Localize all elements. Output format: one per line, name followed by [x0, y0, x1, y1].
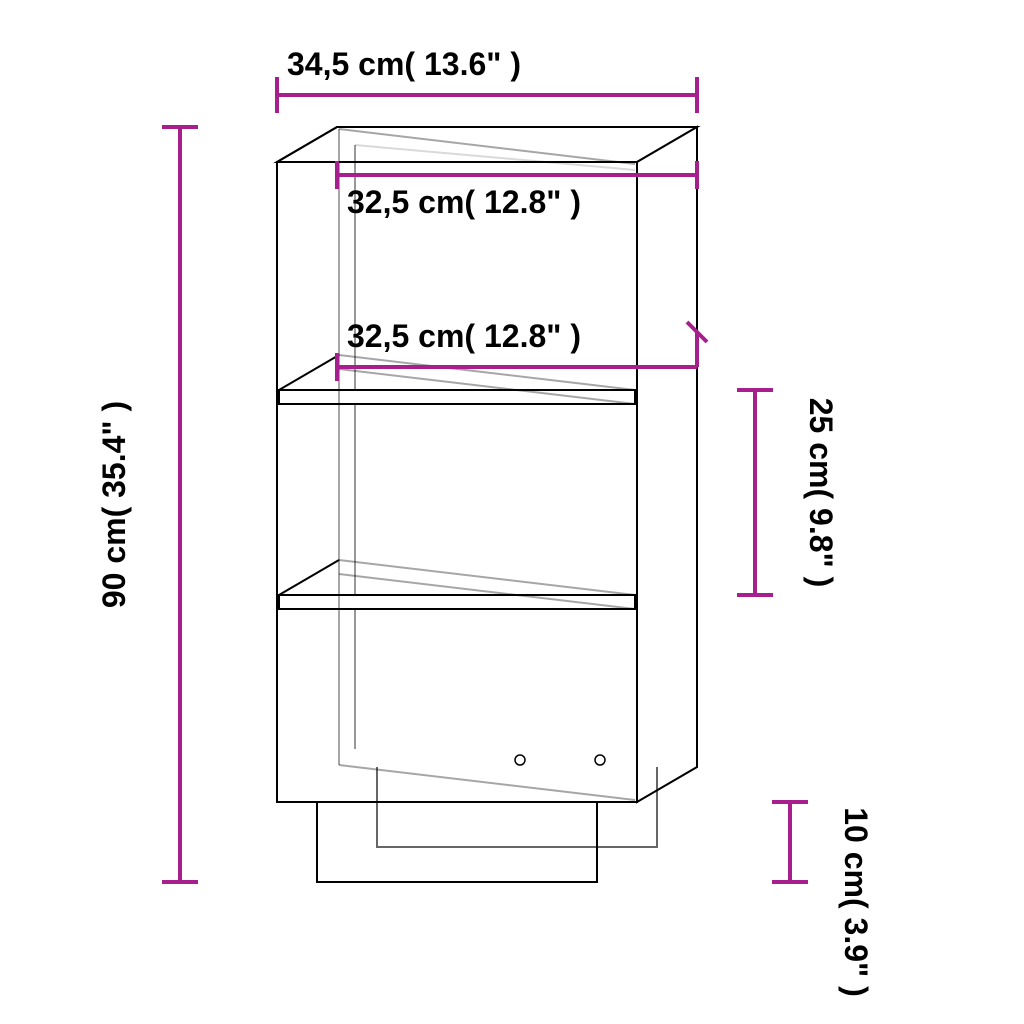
cabinet-drawing: [277, 127, 991, 882]
dimension-label: 32,5 cm( 12.8" ): [347, 318, 581, 354]
dimension-label: 25 cm( 9.8" ): [803, 398, 839, 587]
dimension-label: 10 cm( 3.9" ): [838, 807, 874, 996]
dimension-label: 32,5 cm( 12.8" ): [347, 184, 581, 220]
dimension-label: 34,5 cm( 13.6" ): [287, 46, 521, 82]
dimension-label: 90 cm( 35.4" ): [96, 401, 132, 608]
